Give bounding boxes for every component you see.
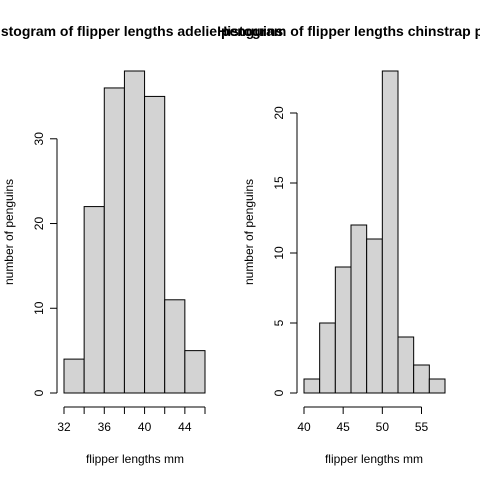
chinstrap-y-tick-label-0: 0 — [272, 389, 286, 396]
adelie-chart-title: Histogram of flipper lengths adelie peng… — [0, 23, 283, 39]
adelie-y-axis-title: number of penguins — [2, 179, 16, 285]
adelie-bar-6 — [184, 350, 206, 394]
chinstrap-x-axis-title: flipper lengths mm — [325, 452, 423, 466]
chinstrap-chart-title: Histogram of flipper lengths chinstrap p… — [217, 23, 480, 39]
chinstrap-y-axis-title: number of penguins — [242, 179, 256, 285]
adelie-bar-5 — [164, 299, 186, 394]
adelie-bar-3 — [123, 70, 146, 394]
chinstrap-y-tick-label-2: 10 — [272, 246, 286, 260]
chinstrap-bar-2 — [334, 266, 352, 394]
adelie-y-tick-label-3: 30 — [32, 132, 46, 146]
adelie-bar-2 — [103, 87, 125, 394]
chinstrap-x-tick-label-1: 45 — [336, 420, 350, 434]
chinstrap-bar-3 — [350, 224, 368, 394]
chinstrap-bar-7 — [413, 364, 430, 394]
chinstrap-x-tick-label-3: 55 — [415, 420, 429, 434]
chinstrap-bar-5 — [381, 70, 399, 394]
adelie-x-tick-label-6: 44 — [178, 420, 192, 434]
adelie-y-tick-label-1: 10 — [32, 301, 46, 315]
chinstrap-bar-0 — [303, 378, 321, 394]
chinstrap-y-tick-label-4: 20 — [272, 106, 286, 120]
adelie-bar-1 — [83, 206, 105, 394]
chinstrap-bar-4 — [366, 238, 383, 394]
adelie-y-tick-label-0: 0 — [32, 389, 46, 396]
adelie-x-tick-label-0: 32 — [57, 420, 71, 434]
adelie-bar-0 — [63, 358, 85, 394]
chinstrap-x-tick-label-0: 40 — [297, 420, 311, 434]
chinstrap-y-tick-label-3: 15 — [272, 176, 286, 190]
adelie-histogram-panel: Histogram of flipper lengths adelie peng… — [0, 23, 283, 466]
chinstrap-y-tick-label-1: 5 — [272, 319, 286, 326]
adelie-y-tick-label-2: 20 — [32, 217, 46, 231]
chinstrap-bar-1 — [319, 322, 336, 394]
chinstrap-histogram-panel: Histogram of flipper lengths chinstrap p… — [217, 23, 480, 466]
chinstrap-bar-6 — [397, 336, 415, 394]
adelie-bar-4 — [144, 95, 166, 394]
chinstrap-bar-8 — [428, 378, 446, 394]
adelie-x-axis-title: flipper lengths mm — [86, 452, 184, 466]
adelie-x-tick-label-2: 36 — [98, 420, 112, 434]
chinstrap-x-tick-label-2: 50 — [376, 420, 390, 434]
adelie-x-tick-label-4: 40 — [138, 420, 152, 434]
